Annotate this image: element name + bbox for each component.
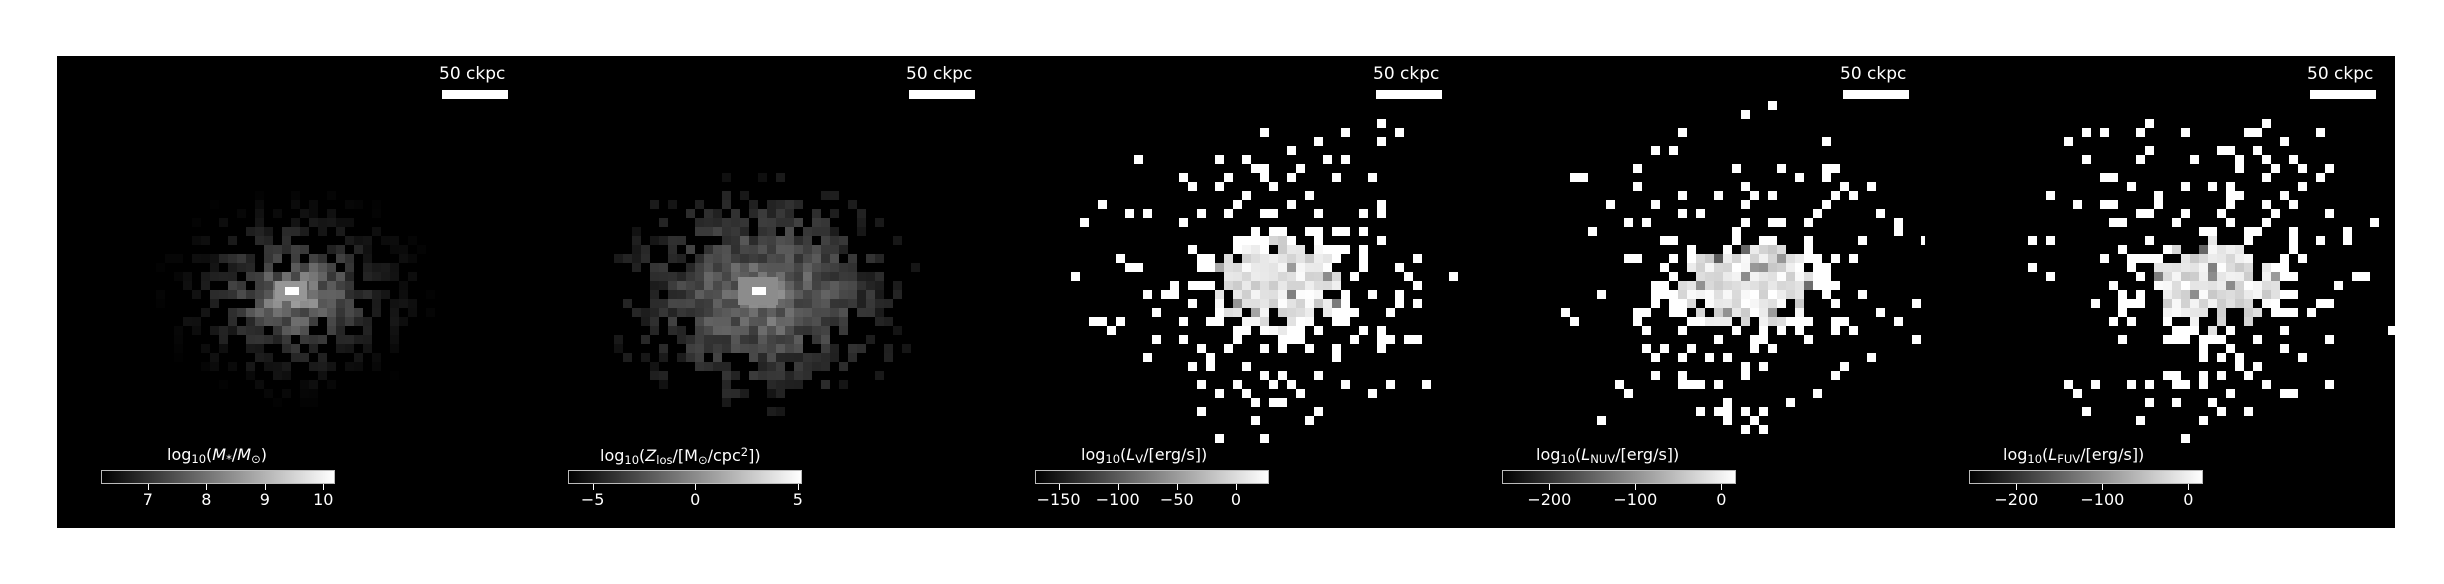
colorbar-label: log10(LFUV/[erg/s]) [2003, 445, 2145, 466]
panel-stellar-mass: 50 ckpc log10(M*/M⊙) 7 8 9 10 [57, 56, 524, 528]
panel-metallicity: 50 ckpc log10(Zlos/[M⊙/cpc2]) −5 0 5 [524, 56, 991, 528]
colorbar-tick-label: 0 [690, 490, 701, 509]
scale-bar [442, 90, 508, 99]
colorbar-tick [695, 484, 697, 490]
colorbar [568, 470, 802, 484]
panel-luminosity-fuv: 50 ckpc log10(LFUV/[erg/s]) −200 −100 0 [1925, 56, 2395, 528]
colorbar-tick [264, 484, 266, 490]
colorbar-tick [2188, 484, 2190, 490]
colorbar-tick [2102, 484, 2104, 490]
scale-bar [2310, 90, 2376, 99]
colorbar-tick-label: −200 [1527, 490, 1572, 509]
colorbar-tick [797, 484, 799, 490]
scale-bar-label: 50 ckpc [1840, 64, 1907, 84]
luminosity-v-map [1071, 119, 1458, 443]
colorbar-tick [2016, 484, 2018, 490]
colorbar-tick [206, 484, 208, 490]
colorbar-tick [1176, 484, 1178, 490]
colorbar-tick-label: −5 [580, 490, 605, 509]
colorbar-tick [1549, 484, 1551, 490]
colorbar-label: log10(LV/[erg/s]) [1081, 445, 1208, 466]
colorbar-tick-label: −200 [1994, 490, 2039, 509]
scale-bar [1376, 90, 1442, 99]
colorbar [101, 470, 335, 484]
scale-bar-label: 50 ckpc [2307, 64, 2374, 84]
colorbar-tick [1635, 484, 1637, 490]
colorbar-tick-label: −50 [1159, 490, 1194, 509]
colorbar-tick-label: 0 [1716, 490, 1727, 509]
scale-bar-label: 50 ckpc [1373, 64, 1440, 84]
colorbar-tick-label: 7 [142, 490, 153, 509]
colorbar-tick-label: −100 [1095, 490, 1140, 509]
panel-luminosity-v: 50 ckpc log10(LV/[erg/s]) −150 −100 −50 0 [991, 56, 1458, 528]
colorbar-tick-label: −100 [1613, 490, 1658, 509]
colorbar-tick [147, 484, 149, 490]
colorbar [1969, 470, 2203, 484]
colorbar-tick [1235, 484, 1237, 490]
colorbar-tick-label: 8 [201, 490, 212, 509]
colorbar-tick [1117, 484, 1119, 490]
colorbar-tick-label: 9 [259, 490, 270, 509]
metallicity-map [614, 173, 920, 416]
colorbar-tick [1058, 484, 1060, 490]
colorbar-tick-label: 0 [1230, 490, 1241, 509]
colorbar [1035, 470, 1269, 484]
colorbar-tick-label: −100 [2080, 490, 2125, 509]
colorbar-tick-label: 0 [2183, 490, 2194, 509]
scale-bar [1843, 90, 1909, 99]
luminosity-nuv-map [1561, 101, 1925, 434]
colorbar-tick [323, 484, 325, 490]
scale-bar [909, 90, 975, 99]
panel-luminosity-nuv: 50 ckpc log10(LNUV/[erg/s]) −200 −100 0 [1458, 56, 1925, 528]
scale-bar-label: 50 ckpc [906, 64, 973, 84]
stellar-mass-map [156, 191, 435, 407]
colorbar [1502, 470, 1736, 484]
colorbar-label: log10(LNUV/[erg/s]) [1536, 445, 1680, 466]
scale-bar-label: 50 ckpc [439, 64, 506, 84]
colorbar-tick-label: 5 [792, 490, 803, 509]
colorbar-tick-label: −150 [1036, 490, 1081, 509]
colorbar-tick [592, 484, 594, 490]
luminosity-fuv-map [2028, 119, 2395, 443]
colorbar-tick [1721, 484, 1723, 490]
colorbar-label: log10(M*/M⊙) [167, 445, 267, 466]
figure: 50 ckpc log10(M*/M⊙) 7 8 9 10 50 ckpc log10… [57, 56, 2395, 528]
colorbar-label: log10(Zlos/[M⊙/cpc2]) [600, 445, 761, 468]
colorbar-tick-label: 10 [313, 490, 334, 509]
